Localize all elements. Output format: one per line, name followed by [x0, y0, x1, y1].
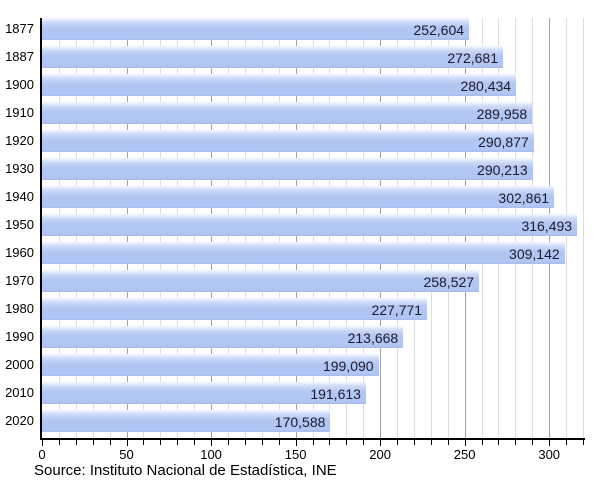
y-axis-label-1877: 1877: [5, 21, 34, 36]
bar-value-label: 316,493: [521, 218, 573, 234]
x-tick-label-200: 200: [369, 447, 391, 462]
x-tick-label-0: 0: [38, 447, 46, 462]
bar-1877: 252,604: [42, 18, 470, 40]
bar-value-label: 191,613: [310, 386, 361, 402]
y-axis-label-1920: 1920: [5, 133, 34, 148]
bar-1990: 213,668: [42, 326, 404, 348]
y-axis-label-1980: 1980: [5, 301, 34, 316]
x-tick-minor: [261, 440, 263, 445]
x-tick-minor: [160, 440, 162, 445]
y-axis-label-1910: 1910: [5, 105, 34, 120]
x-tick-minor: [447, 440, 449, 445]
x-tick-minor: [498, 440, 500, 445]
bar-1910: 289,958: [42, 102, 533, 124]
x-tick-minor: [75, 440, 77, 445]
bar-value-label: 170,588: [274, 414, 326, 430]
bar-value-label: 290,877: [478, 134, 529, 150]
y-axis-label-1930: 1930: [5, 161, 34, 176]
x-tick-label-150: 150: [284, 447, 307, 462]
x-tick-minor: [177, 440, 179, 445]
plot-area: 252,604 272,681 280,434 289,958 290,877 290,2…: [42, 18, 584, 438]
x-tick-minor: [278, 440, 280, 445]
bar-2020: 170,588: [42, 410, 331, 432]
bar-1940: 302,861: [42, 186, 555, 208]
x-tick-minor: [363, 440, 365, 445]
x-tick-minor: [109, 440, 111, 445]
y-axis-line: [40, 18, 42, 440]
y-axis-label-2010: 2010: [5, 385, 34, 400]
x-tick-minor: [481, 440, 483, 445]
bar-1970: 258,527: [42, 270, 480, 292]
bar-1980: 227,771: [42, 298, 428, 320]
bar-1920: 290,877: [42, 130, 534, 152]
bar-value-label: 309,142: [509, 246, 560, 262]
bar-value-label: 227,771: [371, 302, 423, 318]
x-tick-label-300: 300: [538, 447, 561, 462]
x-tick-minor: [194, 440, 196, 445]
x-tick-major: [42, 440, 43, 446]
x-tick-minor: [413, 440, 415, 445]
bar-1887: 272,681: [42, 46, 503, 68]
bar-value-label: 199,090: [322, 358, 374, 374]
x-tick-label-50: 50: [119, 447, 134, 462]
y-axis-label-2000: 2000: [5, 357, 34, 372]
y-axis-label-1990: 1990: [5, 329, 34, 344]
y-axis-label-1950: 1950: [5, 217, 34, 232]
bar-value-label: 252,604: [413, 22, 465, 38]
bar-1960: 309,142: [42, 242, 565, 264]
x-tick-minor: [430, 440, 432, 445]
x-tick-major: [380, 440, 382, 446]
bar-1950: 316,493: [42, 214, 578, 236]
x-tick-minor: [397, 440, 399, 445]
source-caption: Source: Instituto Nacional de Estadístic…: [34, 462, 337, 479]
x-tick-minor: [515, 440, 517, 445]
x-tick-minor: [92, 440, 94, 445]
gridline-minor: [583, 18, 584, 438]
y-axis-label-1940: 1940: [5, 189, 34, 204]
bar-value-label: 280,434: [460, 78, 512, 94]
x-tick-major: [126, 440, 128, 446]
x-tick-major: [549, 440, 551, 446]
x-tick-minor: [244, 440, 246, 445]
bar-1900: 280,434: [42, 74, 517, 96]
x-tick-minor: [566, 440, 568, 445]
x-tick-minor: [143, 440, 145, 445]
y-axis-label-1970: 1970: [5, 273, 34, 288]
x-tick-minor: [58, 440, 60, 445]
x-tick-minor: [329, 440, 331, 445]
x-tick-major: [211, 440, 213, 446]
bar-2010: 191,613: [42, 382, 366, 404]
bar-value-label: 213,668: [347, 330, 399, 346]
x-tick-minor: [346, 440, 348, 445]
bar-value-label: 289,958: [476, 106, 528, 122]
y-axis-label-1887: 1887: [5, 49, 34, 64]
x-axis-line: [40, 438, 585, 440]
bar-value-label: 272,681: [447, 50, 498, 66]
x-tick-minor: [312, 440, 314, 445]
x-tick-label-100: 100: [200, 447, 222, 462]
bar-2000: 199,090: [42, 354, 379, 376]
y-axis-label-1900: 1900: [5, 77, 34, 92]
x-tick-minor: [583, 440, 584, 445]
y-axis-label-1960: 1960: [5, 245, 34, 260]
y-axis-label-2020: 2020: [5, 413, 34, 428]
x-tick-major: [464, 440, 466, 446]
x-tick-major: [295, 440, 297, 446]
bar-value-label: 302,861: [498, 190, 550, 206]
bar-value-label: 258,527: [423, 274, 475, 290]
bar-value-label: 290,213: [477, 162, 528, 178]
bar-1930: 290,213: [42, 158, 533, 180]
x-tick-label-250: 250: [453, 447, 476, 462]
x-tick-minor: [532, 440, 534, 445]
x-tick-minor: [227, 440, 229, 445]
